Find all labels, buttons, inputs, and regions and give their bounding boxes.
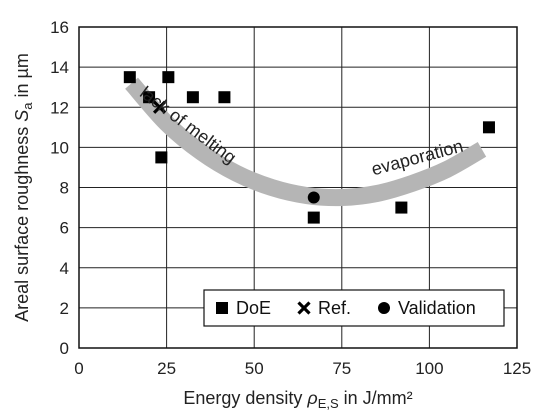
y-tick-label-8: 16 (50, 18, 69, 37)
y-tick-label-6: 12 (50, 98, 69, 117)
y-tick-label-3: 6 (60, 219, 69, 238)
trend-curve (125, 77, 487, 207)
point-cross-0 (152, 100, 167, 114)
point-square-5 (218, 91, 231, 104)
x-tick-label-1: 25 (157, 359, 176, 378)
point-square-2 (155, 151, 168, 164)
y-tick-label-5: 10 (50, 138, 69, 157)
plot-frame (78, 26, 518, 349)
legend-label-0: DoE (236, 298, 271, 318)
x-tick-label-2: 50 (245, 359, 264, 378)
x-tick-label-4: 100 (415, 359, 443, 378)
legend-box (203, 289, 505, 327)
tick-labels: 0 25 50 75 100 125 0 2 4 6 8 10 12 14 16 (50, 18, 531, 378)
point-square-4 (186, 91, 199, 104)
point-square-8 (482, 121, 495, 134)
point-square-7 (395, 201, 408, 214)
legend-marker-0 (216, 302, 228, 314)
legend: DoE Ref. Validation (203, 289, 505, 327)
x-tick-label-0: 0 (74, 359, 83, 378)
point-square-0 (123, 71, 136, 84)
point-square-1 (143, 91, 156, 104)
legend-marker-1 (297, 301, 311, 315)
point-square-6 (307, 211, 320, 224)
y-axis-label: Areal surface roughness Sa in µm (12, 53, 35, 322)
legend-label-1: Ref. (318, 298, 351, 318)
y-tick-label-7: 14 (50, 58, 69, 77)
annotations: lack of melting evaporation (136, 82, 465, 179)
y-tick-label-4: 8 (60, 179, 69, 198)
x-tick-label-5: 125 (503, 359, 531, 378)
data-points (123, 71, 495, 224)
legend-marker-2 (378, 302, 390, 314)
y-tick-label-2: 4 (60, 259, 69, 278)
trend-curve-layer (125, 77, 487, 207)
y-tick-label-1: 2 (60, 299, 69, 318)
y-tick-label-0: 0 (60, 339, 69, 358)
x-tick-label-3: 75 (332, 359, 351, 378)
point-square-3 (162, 71, 175, 84)
legend-label-2: Validation (398, 298, 476, 318)
x-axis-label: Energy density ρE,S in J/mm² (183, 388, 412, 411)
point-circle-0 (307, 191, 320, 204)
